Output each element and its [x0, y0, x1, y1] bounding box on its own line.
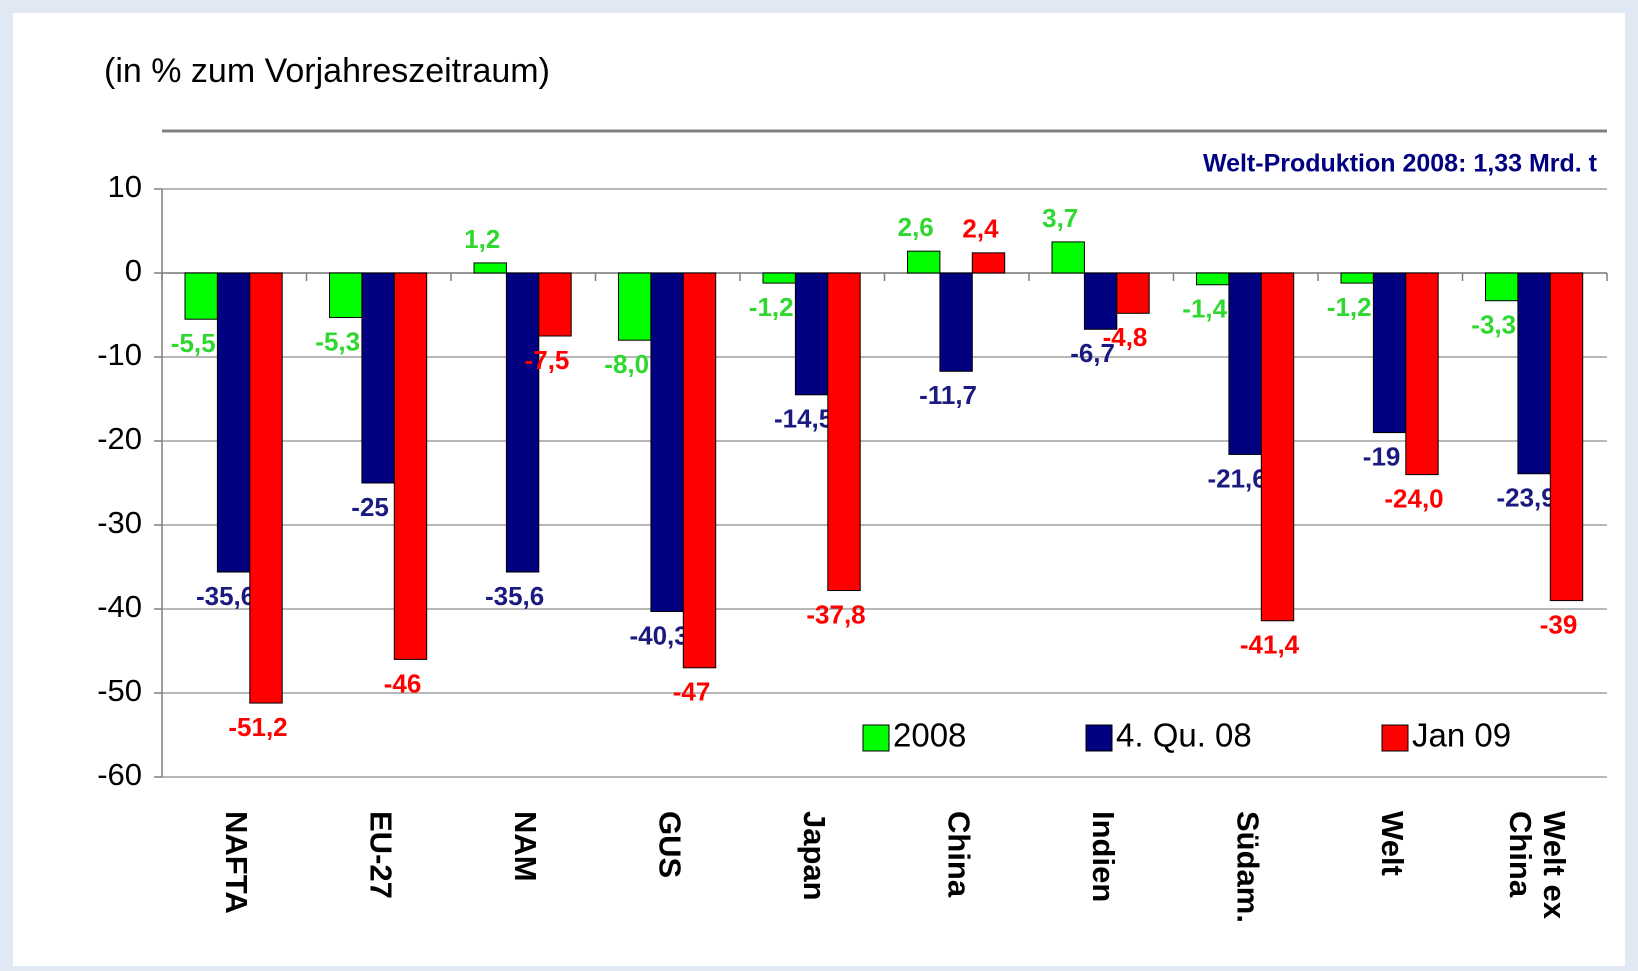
y-tick-label: -60: [97, 757, 142, 792]
data-label: -14,5: [774, 404, 833, 434]
x-tick-label-line: China: [1503, 811, 1538, 898]
data-label: 2,4: [962, 214, 999, 244]
bar: [618, 272, 652, 341]
bar: [762, 272, 796, 284]
bar: [1196, 272, 1230, 286]
bar: [1340, 272, 1374, 284]
bar: [1549, 272, 1584, 602]
bar: [1372, 272, 1407, 434]
bar: [827, 272, 861, 592]
bar: [971, 252, 1006, 274]
y-tick-label: -50: [97, 673, 142, 708]
data-label: 3,7: [1042, 203, 1078, 233]
x-tick-label: Südam.: [1231, 811, 1266, 923]
data-label: -7,5: [525, 345, 570, 375]
chart-subtitle: (in % zum Vorjahreszeitraum): [104, 52, 550, 90]
bar: [1405, 272, 1439, 476]
bar: [361, 272, 395, 484]
data-label: -11,7: [919, 380, 977, 410]
bar: [1260, 272, 1295, 622]
data-label: -35,6: [485, 581, 544, 611]
data-label: -37,8: [806, 599, 865, 629]
bar: [216, 272, 251, 573]
data-label: -21,6: [1207, 463, 1266, 493]
data-label: -1,2: [749, 292, 794, 322]
legend-label: 2008: [893, 717, 966, 754]
bar: [1083, 272, 1118, 330]
y-tick-label: -20: [97, 421, 142, 456]
bar: [939, 272, 973, 372]
data-label: -19: [1363, 441, 1401, 471]
data-label: -4,8: [1103, 322, 1148, 352]
x-tick-label: GUS: [653, 811, 688, 878]
legend-swatch: [1381, 724, 1409, 752]
x-tick-label: Welt ex China: [1503, 811, 1572, 928]
x-tick-label: Welt: [1375, 811, 1410, 876]
legend-swatch: [1085, 724, 1113, 752]
x-tick-label: NAM: [508, 811, 543, 882]
data-label: -3,3: [1471, 310, 1516, 340]
data-label: -25: [351, 492, 389, 522]
bar: [1517, 272, 1551, 475]
bar: [682, 272, 717, 669]
bar: [393, 272, 428, 660]
data-label: -1,2: [1327, 292, 1372, 322]
x-tick-label: China: [942, 811, 977, 898]
data-label: -35,6: [196, 581, 255, 611]
bar: [249, 272, 283, 704]
data-label: -5,3: [315, 326, 360, 356]
data-label: -51,2: [228, 712, 287, 742]
data-label: -41,4: [1240, 630, 1300, 660]
data-label: -47: [673, 677, 711, 707]
bar: [184, 272, 218, 320]
data-label: -24,0: [1384, 483, 1443, 513]
data-label: -39: [1540, 609, 1578, 639]
y-tick-label: 0: [125, 253, 142, 288]
x-tick-label-line: Welt ex: [1537, 811, 1572, 928]
bar: [329, 272, 363, 319]
bar: [505, 272, 540, 573]
data-label: -1,4: [1182, 294, 1227, 324]
legend-label: 4. Qu. 08: [1116, 717, 1252, 754]
bar: [650, 272, 684, 613]
data-label: -46: [384, 668, 422, 698]
data-label: 1,2: [464, 224, 500, 254]
y-tick-label: -40: [97, 589, 142, 624]
bar: [1116, 272, 1150, 314]
data-label: -6,7: [1070, 338, 1115, 368]
x-tick-label: Indien: [1086, 811, 1121, 902]
annotation: Welt-Produktion 2008: 1,33 Mrd. t: [1203, 150, 1598, 178]
y-tick-label: -10: [97, 337, 142, 372]
bar: [538, 272, 572, 337]
data-label: 2,6: [898, 212, 934, 242]
bar: [1051, 241, 1085, 274]
data-label: -23,9: [1496, 483, 1555, 513]
data-label: -40,3: [629, 620, 688, 650]
data-label: -8,0: [604, 349, 649, 379]
legend-swatch: [862, 724, 890, 752]
bar: [473, 262, 507, 274]
y-tick-label: -30: [97, 505, 142, 540]
data-label: -5,5: [171, 328, 216, 358]
bar: [794, 272, 829, 396]
bar: [907, 250, 941, 274]
x-tick-label: Japan: [797, 811, 832, 901]
y-tick-label: 10: [108, 169, 142, 204]
legend-label: Jan 09: [1412, 717, 1511, 754]
x-tick-label: EU-27: [364, 811, 399, 899]
bar: [1228, 272, 1262, 455]
bar: [1485, 272, 1519, 302]
x-tick-label: NAFTA: [219, 811, 254, 914]
